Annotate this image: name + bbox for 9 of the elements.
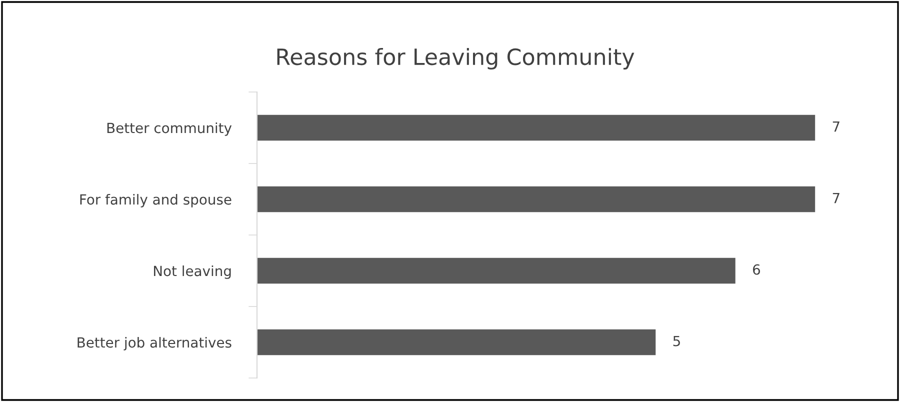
data-label: 7 [832,192,840,204]
y-tick-label: For family and spouse [80,194,232,208]
y-tick-label: Better job alternatives [78,336,232,350]
y-tick-label: Not leaving [154,265,231,279]
data-label: 7 [832,121,840,132]
data-label: 6 [753,264,760,275]
data-label: 5 [673,336,680,346]
y-tick-label: Better community [107,122,232,136]
chart-title: Reasons for Leaving Community [277,48,634,70]
